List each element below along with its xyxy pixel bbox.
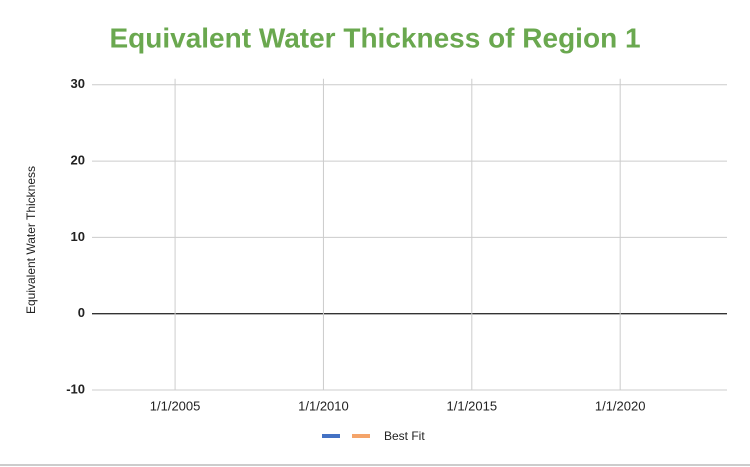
chart-title: Equivalent Water Thickness of Region 1 — [109, 22, 640, 53]
y-tick-label: 0 — [78, 305, 85, 320]
legend-swatch — [352, 434, 370, 438]
x-tick-label: 1/1/2010 — [298, 398, 349, 413]
y-axis-label: Equivalent Water Thickness — [24, 166, 38, 314]
y-tick-label: -10 — [66, 381, 85, 396]
y-tick-label: 20 — [71, 153, 85, 168]
y-tick-label: 30 — [71, 76, 85, 91]
legend-swatch — [322, 434, 340, 438]
y-tick-label: 10 — [71, 229, 85, 244]
x-tick-label: 1/1/2015 — [447, 398, 498, 413]
legend-label: Best Fit — [384, 429, 425, 443]
x-tick-label: 1/1/2020 — [595, 398, 646, 413]
x-tick-label: 1/1/2005 — [150, 398, 201, 413]
